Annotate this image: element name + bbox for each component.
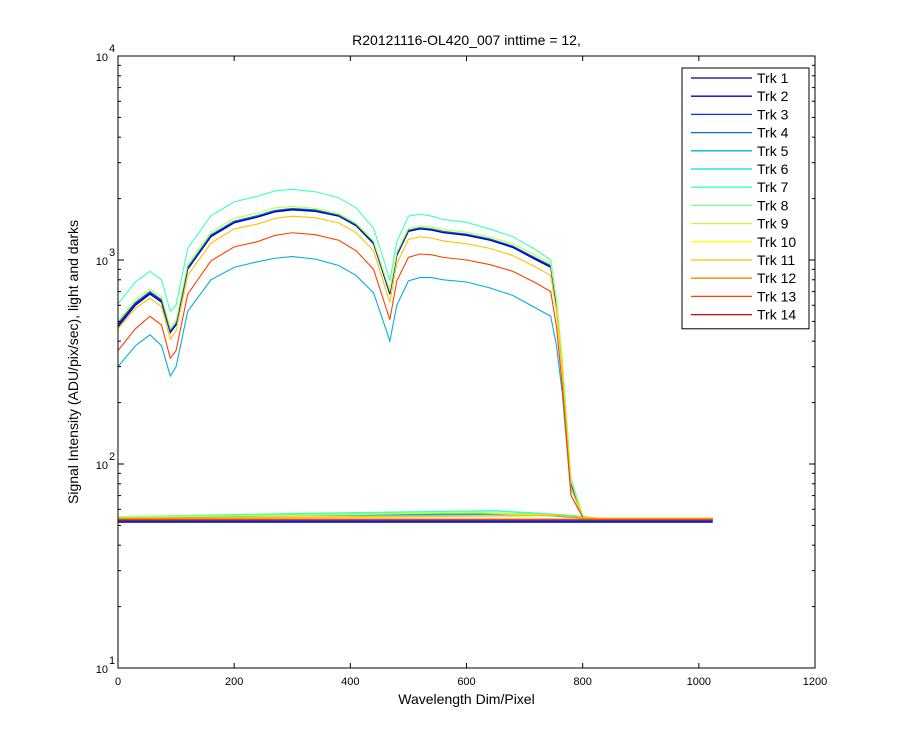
light-line-trk-9 xyxy=(118,205,584,518)
light-line-trk-11 xyxy=(118,215,584,518)
y-tick-exponent: 2 xyxy=(109,451,115,463)
x-tick-label: 200 xyxy=(225,676,243,688)
legend-label-trk-1: Trk 1 xyxy=(757,70,789,86)
legend-label-trk-6: Trk 6 xyxy=(757,161,789,177)
legend: Trk 1 Trk 2 Trk 3 Trk 4 Trk 5 Trk 6 Trk 7 Trk 8… xyxy=(681,67,810,330)
light-line-trk-5 xyxy=(118,255,584,518)
plot-lines xyxy=(118,188,713,523)
legend-label-trk-14: Trk 14 xyxy=(757,307,796,323)
y-tick-label: 10 xyxy=(96,52,108,64)
x-tick-label: 400 xyxy=(341,676,359,688)
x-tick-label: 600 xyxy=(457,676,475,688)
legend-label-trk-2: Trk 2 xyxy=(757,88,789,104)
legend-label-trk-8: Trk 8 xyxy=(757,197,789,213)
y-tick-label: 10 xyxy=(96,460,108,472)
y-tick-exponent: 1 xyxy=(109,655,115,667)
legend-label-trk-12: Trk 12 xyxy=(757,270,796,286)
legend-label-trk-13: Trk 13 xyxy=(757,288,796,304)
legend-label-trk-4: Trk 4 xyxy=(757,125,789,141)
legend-label-trk-3: Trk 3 xyxy=(757,106,789,122)
y-axis-label: Signal Intensity (ADU/pix/sec), light an… xyxy=(65,220,81,504)
legend-label-trk-9: Trk 9 xyxy=(757,216,789,232)
dark-line-trk-11 xyxy=(118,514,713,520)
y-tick-label: 10 xyxy=(96,256,108,268)
x-tick-label: 800 xyxy=(573,676,591,688)
y-tick-label: 10 xyxy=(96,664,108,676)
light-line-trk-7 xyxy=(118,188,584,516)
y-tick-exponent: 3 xyxy=(109,247,115,259)
legend-label-trk-10: Trk 10 xyxy=(757,234,796,250)
x-tick-label: 1200 xyxy=(803,676,827,688)
x-axis-label: Wavelength Dim/Pixel xyxy=(398,691,534,707)
chart-title: R20121116-OL420_007 inttime = 12, xyxy=(352,32,581,48)
y-tick-exponent: 4 xyxy=(109,43,115,55)
legend-label-trk-5: Trk 5 xyxy=(757,143,789,159)
legend-box xyxy=(681,67,810,330)
x-tick-label: 1000 xyxy=(687,676,711,688)
legend-label-trk-11: Trk 11 xyxy=(757,252,795,268)
x-tick-label: 0 xyxy=(115,676,121,688)
light-line-trk-13 xyxy=(118,232,584,518)
legend-label-trk-7: Trk 7 xyxy=(757,179,789,195)
